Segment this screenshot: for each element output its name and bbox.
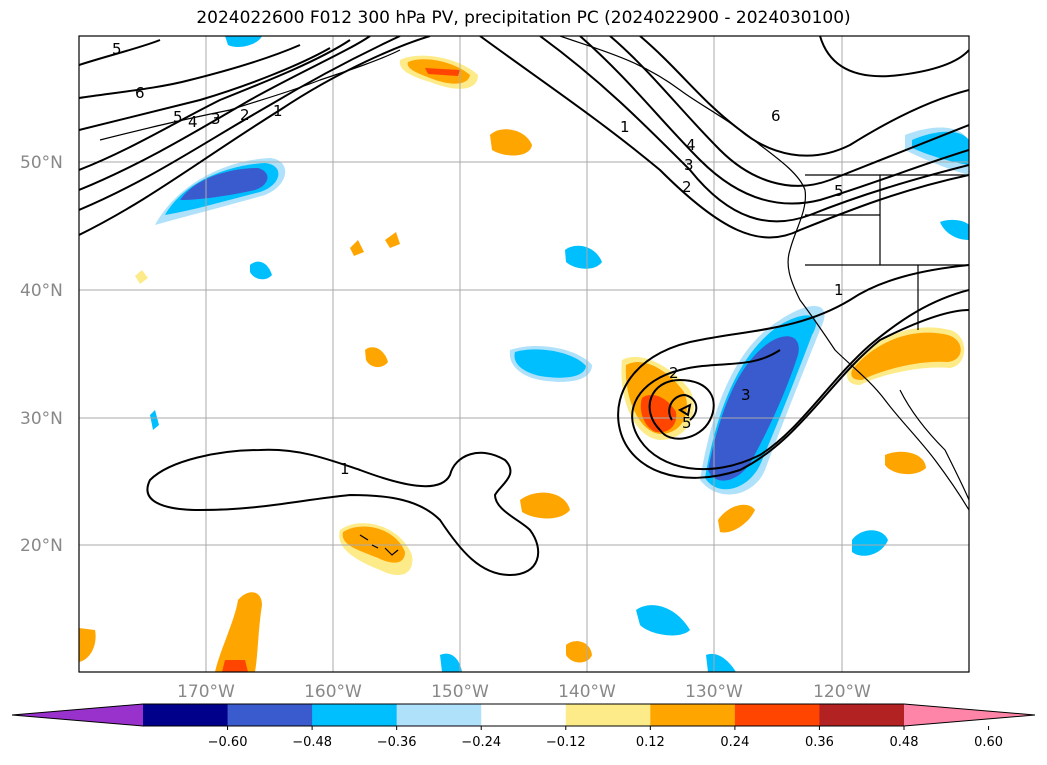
neg-band-dark [708,336,799,481]
lat-label: 20°N [20,536,63,556]
contour-label: 1 [834,281,844,299]
contour-label: 4 [686,136,696,154]
map-frame [78,35,970,673]
graticule [79,36,969,672]
lat-label: 50°N [20,153,63,173]
colorbar-tick-label: 0.24 [720,735,749,750]
contour-labels: 5 6 5 4 3 2 1 1 2 3 4 6 5 1 2 3 5 1 [112,40,844,478]
map-title: 2024022600 F012 300 hPa PV, precipitatio… [196,8,851,28]
colorbar: −0.60 −0.48 −0.36 −0.24 −0.12 0.12 0.24 0.36 0.4… [11,703,1036,750]
lat-label: 40°N [20,281,63,301]
colorbar-extend-min [12,704,143,726]
colorbar-segment [650,704,736,726]
contour-label: 5 [834,182,844,200]
colorbar-segment [565,704,651,726]
colorbar-segment [396,704,482,726]
contour-label: 5 [112,40,122,58]
lon-labels: 170°W 160°W 150°W 140°W 130°W 120°W [177,682,871,702]
lat-labels: 20°N 30°N 40°N 50°N [20,153,63,556]
contour-label: 3 [211,110,221,128]
contour-label: 2 [682,178,692,196]
lon-label: 140°W [558,682,616,702]
contour-label: 4 [188,113,198,131]
lon-label: 160°W [304,682,362,702]
contour-label: 2 [240,106,250,124]
colorbar-tick-label: 0.60 [974,735,1003,750]
colorbar-outline [11,703,1036,727]
contour-label: 3 [684,156,694,174]
colorbar-tick-label: 0.12 [636,735,665,750]
colorbar-tick-label: −0.36 [377,735,417,750]
colorbar-tick-label: −0.48 [292,735,332,750]
colorbar-tick-label: −0.24 [461,735,501,750]
colorbar-segment [481,704,567,726]
precip-shading [79,36,969,672]
colorbar-extend-max [904,704,1035,726]
colorbar-segment [143,704,229,726]
contour-label: 3 [741,386,751,404]
lon-label: 130°W [685,682,743,702]
colorbar-segment [227,704,313,726]
contour-label: 5 [682,414,692,432]
neg-blob-nw-dark [180,168,268,200]
pv-contours [79,36,969,577]
contour-label: 1 [340,460,350,478]
lat-label: 30°N [20,409,63,429]
colorbar-segment [312,704,398,726]
contour-label: 2 [669,364,679,382]
lon-label: 120°W [813,682,871,702]
colorbar-segment [734,704,820,726]
colorbar-tick-label: 0.36 [805,735,834,750]
colorbar-tick-label: −0.12 [546,735,586,750]
lon-label: 150°W [431,682,489,702]
contour-label: 1 [273,102,283,120]
contour-label: 6 [771,107,781,125]
contour-label: 1 [620,118,630,136]
lon-label: 170°W [177,682,235,702]
colorbar-segment [819,704,905,726]
contour-label: 5 [173,108,183,126]
coastlines [99,36,969,556]
colorbar-tick-label: 0.48 [890,735,919,750]
colorbar-tick-label: −0.60 [208,735,248,750]
contour-label: 6 [135,84,145,102]
